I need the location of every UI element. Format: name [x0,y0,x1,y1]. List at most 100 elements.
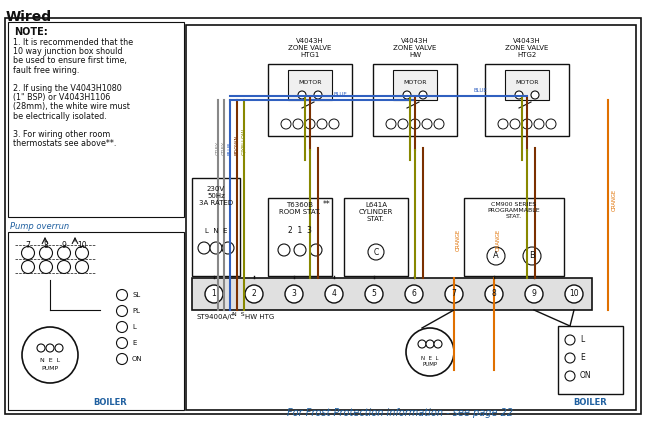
Bar [344,198,408,276]
Text: 1. It is recommended that the: 1. It is recommended that the [13,38,133,47]
Circle shape [76,246,89,260]
Circle shape [386,119,396,129]
Text: 7: 7 [452,289,456,298]
Bar [186,25,636,410]
Bar [505,70,549,100]
Text: 3. For wiring other room: 3. For wiring other room [13,130,111,139]
Circle shape [116,354,127,365]
Circle shape [305,119,315,129]
Text: T6360B
ROOM STAT.: T6360B ROOM STAT. [279,202,321,215]
Text: 10: 10 [569,289,579,298]
Circle shape [410,119,420,129]
Text: 9: 9 [61,241,67,250]
Circle shape [434,340,442,348]
Text: MOTOR: MOTOR [298,80,322,85]
Text: 10: 10 [77,241,87,250]
Text: 2. If using the V4043H1080: 2. If using the V4043H1080 [13,84,122,93]
Text: SL: SL [132,292,140,298]
Circle shape [116,338,127,349]
Bar [558,326,623,394]
Circle shape [368,244,384,260]
Text: V4043H
ZONE VALVE
HTG1: V4043H ZONE VALVE HTG1 [289,38,332,58]
Text: C: C [373,247,378,257]
Circle shape [37,344,45,352]
Text: E: E [132,340,137,346]
Text: CM900 SERIES
PROGRAMMABLE
STAT.: CM900 SERIES PROGRAMMABLE STAT. [488,202,540,219]
Text: PUMP: PUMP [41,366,59,371]
Text: MOTOR: MOTOR [403,80,427,85]
Text: PL: PL [132,308,140,314]
Circle shape [76,260,89,273]
Text: fault free wiring.: fault free wiring. [13,65,80,75]
Circle shape [434,119,444,129]
Bar [393,70,437,100]
Circle shape [445,285,463,303]
Circle shape [58,246,71,260]
Text: **: ** [322,200,330,209]
Circle shape [406,328,454,376]
Text: 4: 4 [331,289,336,298]
Circle shape [22,327,78,383]
Text: BOILER: BOILER [93,398,127,407]
Text: BLUE: BLUE [473,88,487,93]
Text: BLUE: BLUE [333,92,347,97]
Text: PUMP: PUMP [422,362,437,367]
Text: BOILER: BOILER [573,398,607,407]
Text: GREY: GREY [221,141,226,155]
Circle shape [317,119,327,129]
Text: be electrically isolated.: be electrically isolated. [13,111,107,121]
Text: ORANGE: ORANGE [456,229,461,251]
Circle shape [298,91,306,99]
Bar [192,278,592,310]
Circle shape [46,344,54,352]
Text: E: E [580,354,585,362]
Text: 2  1  3: 2 1 3 [288,226,312,235]
Circle shape [198,242,210,254]
Text: 3: 3 [292,289,296,298]
Circle shape [39,260,52,273]
Text: MOTOR: MOTOR [515,80,539,85]
Circle shape [426,340,434,348]
Text: (28mm), the white wire must: (28mm), the white wire must [13,103,130,111]
Circle shape [329,119,339,129]
Text: L: L [132,324,136,330]
Circle shape [116,289,127,300]
Circle shape [565,285,583,303]
Circle shape [21,246,34,260]
Circle shape [285,285,303,303]
Circle shape [325,285,343,303]
Circle shape [418,340,426,348]
Circle shape [546,119,556,129]
Text: N  E  L: N E L [421,356,439,361]
Text: 10 way junction box should: 10 way junction box should [13,47,122,56]
Bar [373,64,457,136]
Text: ORANGE: ORANGE [496,229,501,251]
Circle shape [510,119,520,129]
Circle shape [398,119,408,129]
Bar [8,22,184,217]
Bar [288,70,332,100]
Circle shape [498,119,508,129]
Text: 2: 2 [252,289,256,298]
Bar [464,198,564,276]
Text: V4043H
ZONE VALVE
HW: V4043H ZONE VALVE HW [393,38,437,58]
Text: ST9400A/C: ST9400A/C [197,314,236,320]
Circle shape [365,285,383,303]
Text: ORANGE: ORANGE [612,189,617,211]
Circle shape [487,247,505,265]
Circle shape [278,244,290,256]
Text: 8: 8 [492,289,496,298]
Text: (1" BSP) or V4043H1106: (1" BSP) or V4043H1106 [13,93,110,102]
Text: ON: ON [132,356,142,362]
Text: GREY: GREY [215,141,221,155]
Text: BLUE: BLUE [228,142,232,155]
Circle shape [422,119,432,129]
Text: B: B [529,252,535,260]
Circle shape [281,119,291,129]
Text: BROWN: BROWN [234,135,239,155]
Circle shape [210,242,222,254]
Circle shape [565,371,575,381]
Circle shape [525,285,543,303]
Circle shape [245,285,263,303]
Circle shape [314,91,322,99]
